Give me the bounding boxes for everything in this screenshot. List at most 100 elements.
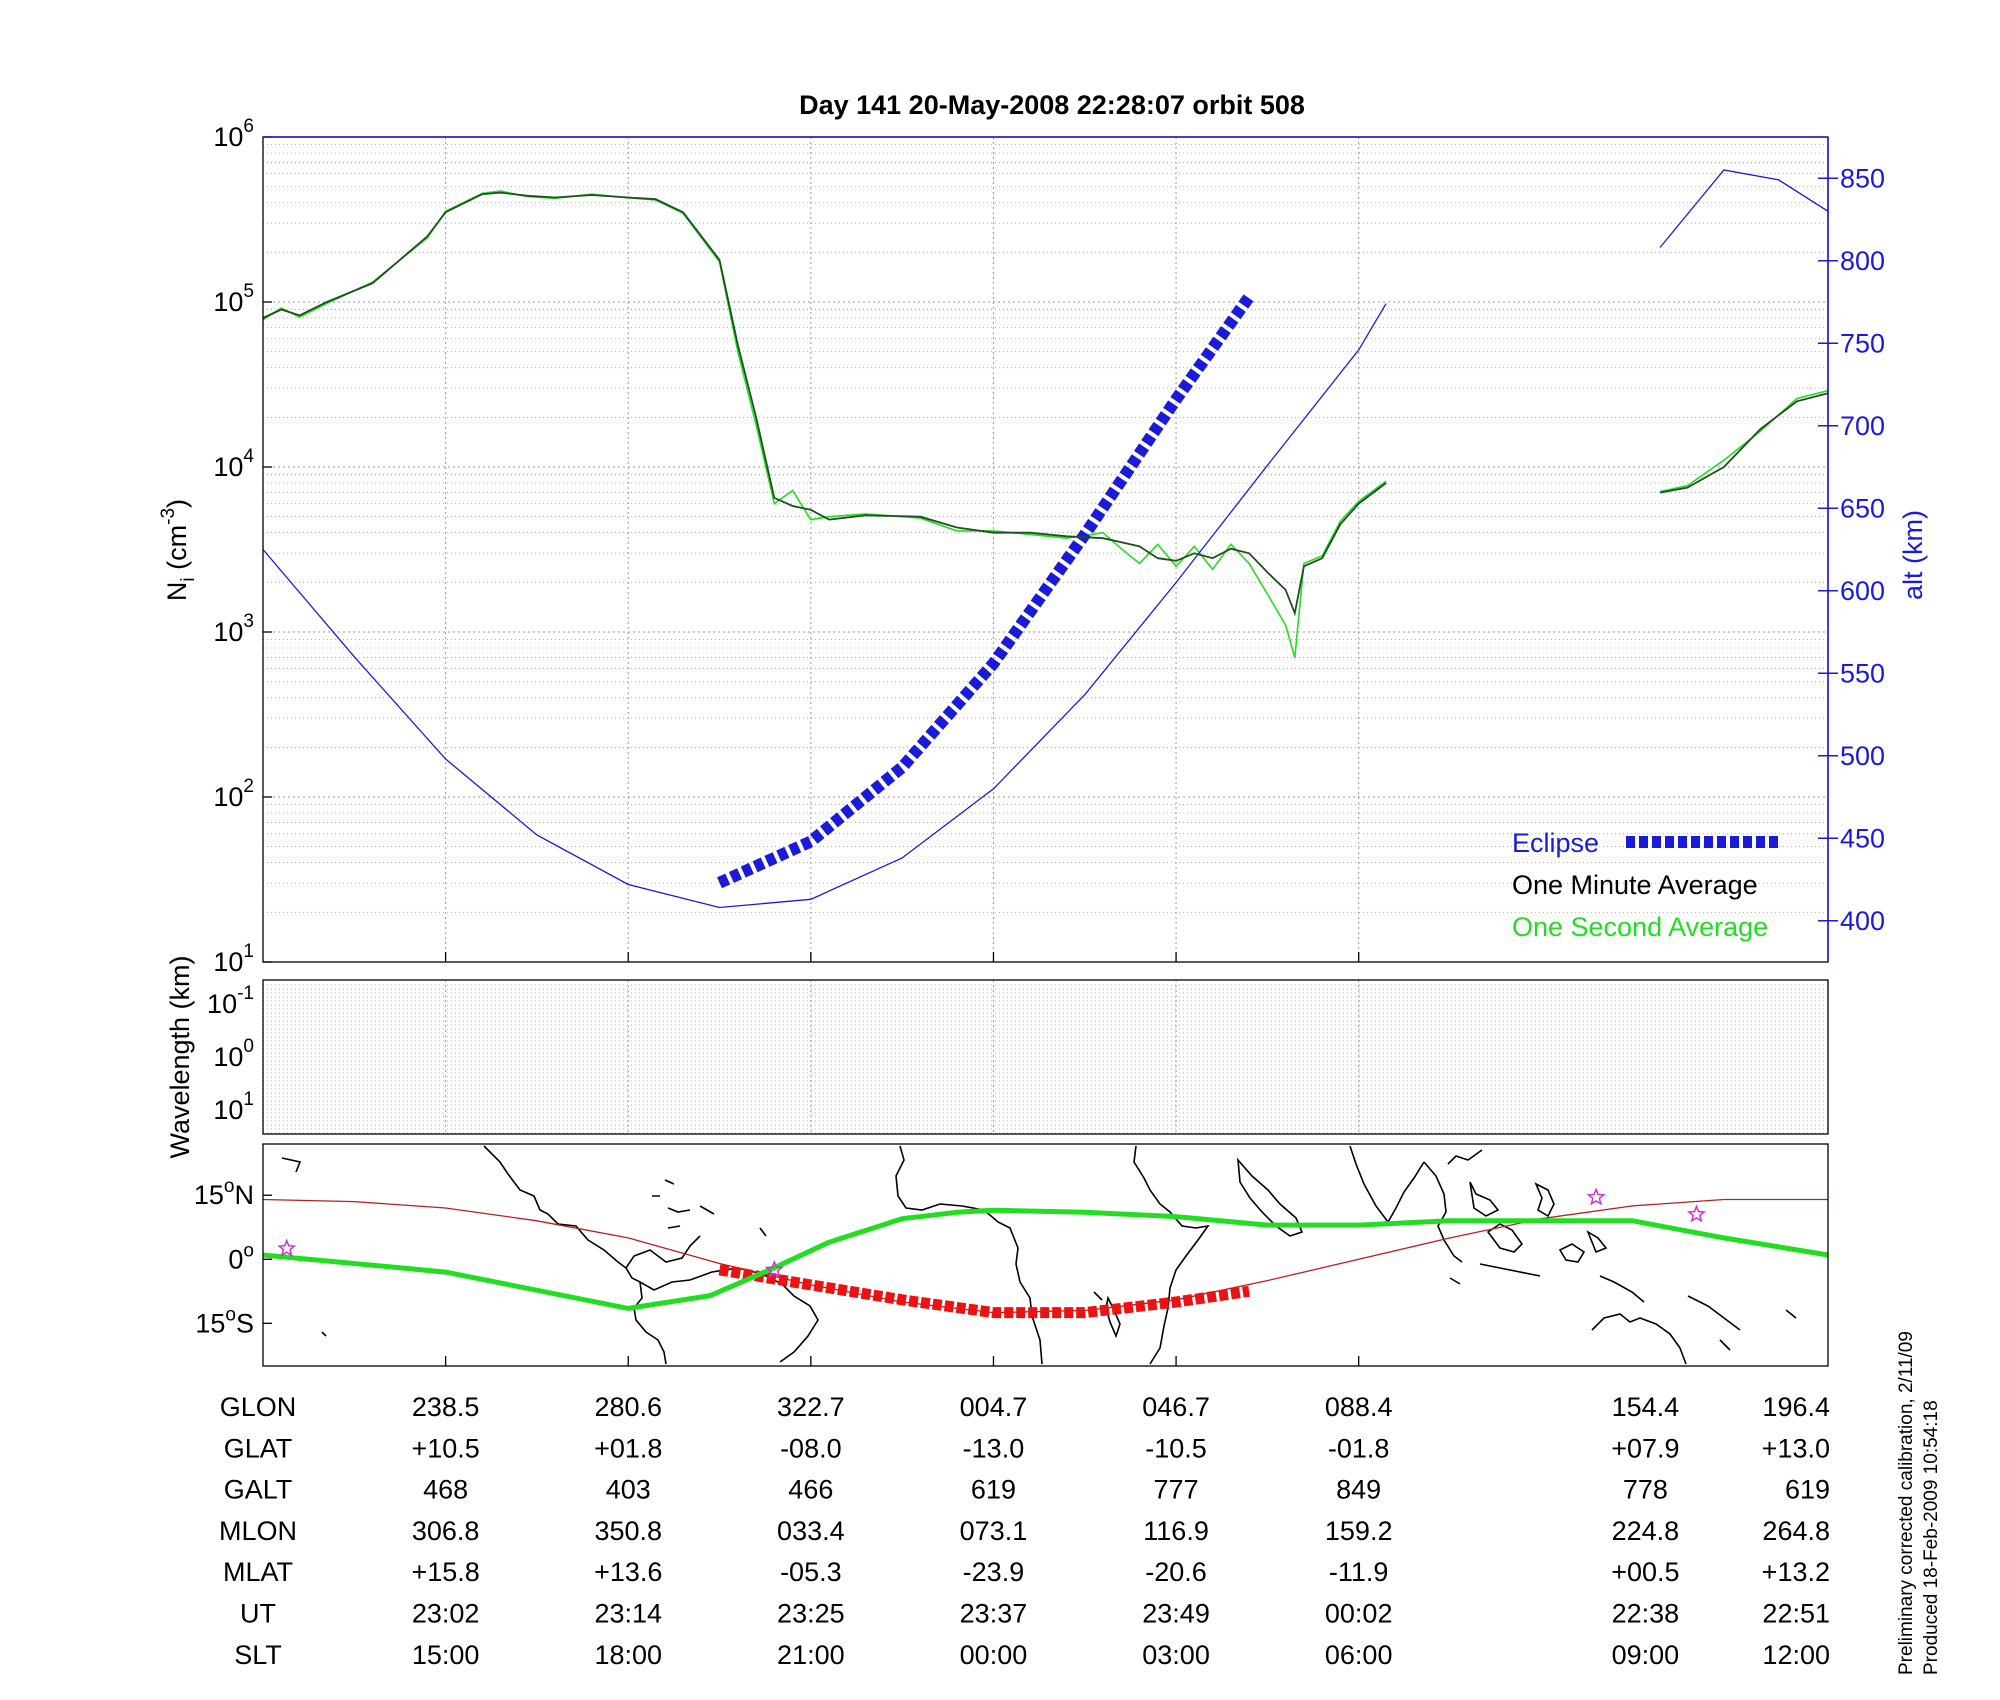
altitude-y-tick-label: 800 (1840, 246, 1885, 276)
map-y-ticks: 15oN 0o 15oS (194, 1176, 272, 1338)
table-row-label-glon: GLON (220, 1392, 297, 1422)
table-cell: -01.8 (1328, 1433, 1390, 1463)
altitude-y-tick-label: 650 (1840, 493, 1885, 523)
legend-eclipse-label: Eclipse (1512, 828, 1599, 858)
wavelength-frame (262, 979, 1829, 1135)
altitude-y-tick-label: 400 (1840, 906, 1885, 936)
coast-india (1349, 1145, 1425, 1224)
table-cell: 322.7 (777, 1392, 845, 1422)
density-y-tick-label: 105 (213, 281, 254, 317)
table-cell: 23:37 (960, 1599, 1028, 1629)
altitude-y-tick-label: 450 (1840, 823, 1885, 853)
table-row-label-mlat: MLAT (223, 1557, 293, 1587)
table-cell: 004.7 (960, 1392, 1028, 1422)
table-cell: 154.4 (1612, 1392, 1680, 1422)
altitude-y-label: alt (km) (1898, 510, 1928, 600)
series-eclipse (717, 293, 1254, 889)
map-gridlines (444, 1356, 1360, 1366)
table-cell: +10.5 (411, 1433, 479, 1463)
table-cell: 23:14 (594, 1599, 662, 1629)
wavelength-y-tick-label: 100 (213, 1036, 254, 1072)
table-cell: 06:00 (1325, 1640, 1393, 1670)
table-cell: 22:51 (1762, 1599, 1830, 1629)
table-cell: 23:25 (777, 1599, 845, 1629)
table-cell: 12:00 (1762, 1640, 1830, 1670)
series-altitude (262, 169, 1829, 909)
table-row-label-ut: UT (240, 1599, 276, 1629)
series-one-second-average (262, 190, 1829, 658)
table-cell: 238.5 (412, 1392, 480, 1422)
density-y-tick-label: 104 (213, 446, 254, 482)
footer-produced: Produced 18-Feb-2009 10:54:18 (1921, 1400, 1942, 1675)
star-marker (1586, 1187, 1606, 1206)
table-cell: 033.4 (777, 1516, 845, 1546)
track-magnetic-equator (262, 1207, 1829, 1311)
table-cell: +01.8 (594, 1433, 662, 1463)
density-gridlines (263, 137, 1828, 963)
table-cell: 466 (788, 1475, 833, 1505)
table-cell: 23:49 (1142, 1599, 1210, 1629)
legend-minute-label: One Minute Average (1512, 870, 1758, 900)
density-y-label: Ni (cm-3) (158, 499, 199, 601)
table-cell: 00:00 (960, 1640, 1028, 1670)
density-y-tick-label: 101 (213, 941, 254, 977)
table-cell: -08.0 (780, 1433, 842, 1463)
table-cell: 159.2 (1325, 1516, 1393, 1546)
table-cell: 22:38 (1612, 1599, 1680, 1629)
coast-islands (321, 1179, 1461, 1337)
coast-north-america (281, 1145, 715, 1270)
table-cell: 15:00 (412, 1640, 480, 1670)
table-cell: +13.2 (1762, 1557, 1830, 1587)
table-cell: 073.1 (960, 1516, 1028, 1546)
table-cell: 224.8 (1612, 1516, 1680, 1546)
series-one-minute-average (262, 191, 1829, 617)
table-row-label-galt: GALT (224, 1475, 293, 1505)
table-cell: 264.8 (1762, 1516, 1830, 1546)
density-y-tick-label: 102 (213, 776, 254, 812)
table-cell: 09:00 (1612, 1640, 1680, 1670)
table-cell: +00.5 (1611, 1557, 1679, 1587)
table-cell: 23:02 (412, 1599, 480, 1629)
coast-southeast-asia (1423, 1149, 1645, 1303)
table-cell: 00:02 (1325, 1599, 1393, 1629)
coast-australia-north (1591, 1295, 1797, 1365)
table-cell: 849 (1336, 1475, 1381, 1505)
table-cell: 21:00 (777, 1640, 845, 1670)
wavelength-panel: 10-1 100 101 Wavelength (km) (165, 955, 1829, 1159)
altitude-y-tick-label: 700 (1840, 411, 1885, 441)
map-panel: 15oN 0o 15oS (194, 1143, 1829, 1367)
map-y-tick-label: 15oS (195, 1304, 254, 1338)
table-cell: +07.9 (1611, 1433, 1679, 1463)
table-cell: -20.6 (1145, 1557, 1207, 1587)
density-y-ticks: 101 102 103 104 105 106 (213, 116, 272, 977)
table-cell: 619 (1785, 1475, 1830, 1505)
table-cell: 280.6 (594, 1392, 662, 1422)
map-y-tick-label: 0o (228, 1240, 254, 1274)
wavelength-gridlines (263, 980, 1828, 1134)
altitude-y-tick-label: 500 (1840, 741, 1885, 771)
table-cell: -10.5 (1145, 1433, 1207, 1463)
wavelength-y-ticks: 10-1 100 101 (207, 983, 254, 1125)
table-cell: -11.9 (1329, 1557, 1389, 1587)
legend: Eclipse One Minute Average One Second Av… (1512, 828, 1778, 942)
coastlines (281, 1145, 1797, 1365)
table-cell: 116.9 (1143, 1516, 1209, 1546)
table-cell: 777 (1154, 1475, 1199, 1505)
map-tracks (262, 1187, 1829, 1319)
track-orbit-track (262, 1198, 1828, 1314)
star-marker (1686, 1204, 1707, 1223)
table-row-label-mlon: MLON (219, 1516, 297, 1546)
star-marker (764, 1259, 784, 1279)
table-cell: 046.7 (1142, 1392, 1210, 1422)
density-series (262, 169, 1829, 909)
altitude-y-tick-label: 850 (1840, 163, 1885, 193)
table-row-label-glat: GLAT (224, 1433, 293, 1463)
altitude-y-tick-label: 600 (1840, 576, 1885, 606)
orbit-table: GLON 238.5 280.6 322.7 004.7 046.7 088.4 154.4 1… (219, 1392, 1830, 1670)
density-y-tick-label: 106 (213, 116, 254, 152)
wavelength-y-label: Wavelength (km) (165, 955, 195, 1158)
table-cell: -05.3 (780, 1557, 842, 1587)
coast-arabia (1236, 1157, 1304, 1237)
legend-second-label: One Second Average (1512, 912, 1768, 942)
table-cell: 468 (423, 1475, 468, 1505)
